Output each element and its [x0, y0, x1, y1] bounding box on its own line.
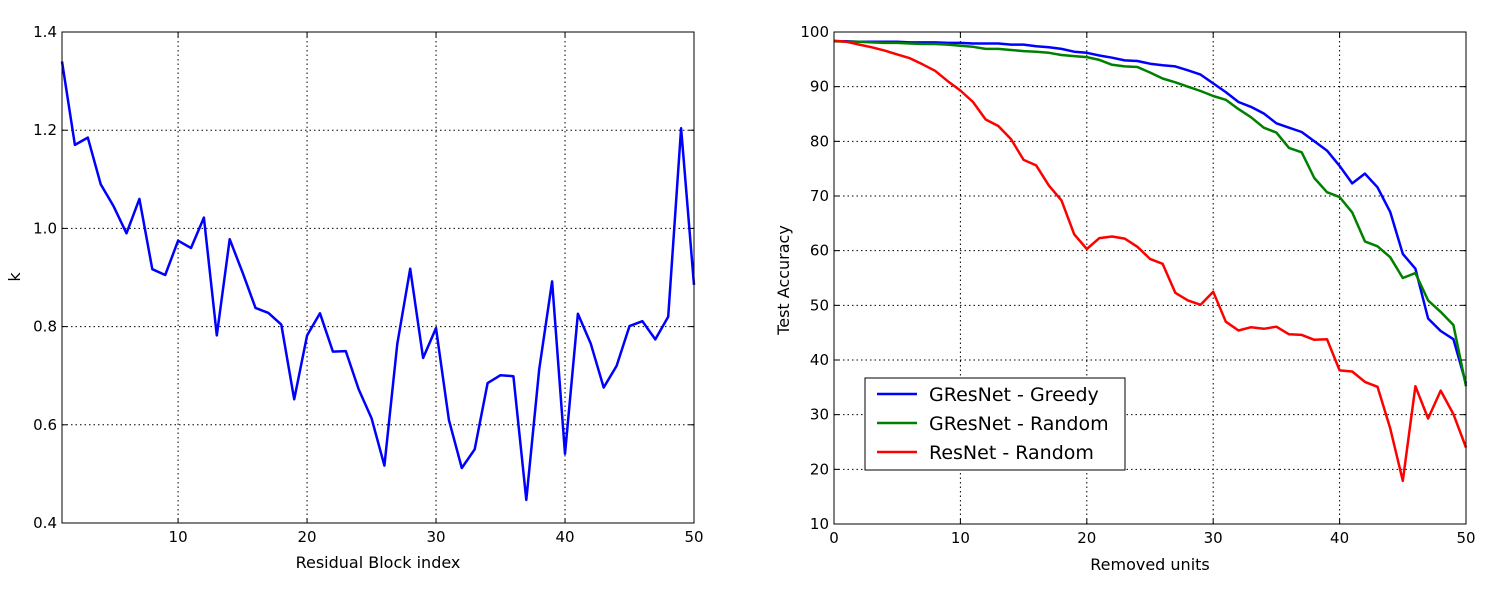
- series-line-0: [60, 61, 696, 502]
- grid: [834, 32, 1466, 524]
- x-tick-label: 10: [169, 528, 188, 546]
- legend-label-gresnet-random: GResNet - Random: [929, 413, 1109, 435]
- y-tick-label: 0.6: [33, 416, 57, 434]
- y-axis-label: Test Accuracy: [774, 225, 793, 336]
- tick-marks: [833, 31, 1467, 525]
- plot-frame: [61, 31, 695, 524]
- x-tick-label: 30: [426, 528, 445, 546]
- chart-k-by-block: 10 20 30 40 50 0.4 0.6 0.8 1.0 1.2 1.4 Residual Bl…: [5, 23, 704, 572]
- y-tick-label: 20: [810, 460, 829, 478]
- plot-frame: [833, 31, 1467, 525]
- tick-labels: 10 20 30 40 50 0.4 0.6 0.8 1.0 1.2 1.4: [33, 23, 703, 546]
- y-tick-label: 1.4: [33, 23, 57, 41]
- x-tick-label: 20: [1077, 529, 1096, 547]
- y-tick-label: 100: [800, 23, 829, 41]
- x-tick-label: 30: [1204, 529, 1223, 547]
- series-line-gresnet-greedy: [834, 40, 1468, 384]
- y-tick-label: 80: [810, 132, 829, 150]
- y-tick-label: 1.2: [33, 121, 57, 139]
- x-axis-label: Residual Block index: [296, 553, 461, 572]
- x-tick-label: 0: [829, 529, 839, 547]
- y-tick-label: 0.4: [33, 514, 57, 532]
- legend: GResNet - Greedy GResNet - Random ResNet…: [864, 377, 1126, 471]
- y-tick-label: 10: [810, 515, 829, 533]
- tick-marks: [62, 31, 695, 524]
- x-tick-label: 40: [555, 528, 574, 546]
- y-tick-label: 70: [810, 187, 829, 205]
- y-tick-label: 1.0: [33, 219, 57, 237]
- series-group: [60, 61, 696, 502]
- legend-label-resnet-random: ResNet - Random: [929, 442, 1094, 464]
- plot-area: [62, 32, 694, 523]
- y-tick-label: 40: [810, 351, 829, 369]
- x-tick-label: 50: [1456, 529, 1475, 547]
- y-tick-label: 60: [810, 242, 829, 260]
- x-tick-label: 40: [1330, 529, 1349, 547]
- y-axis-label: k: [5, 272, 24, 282]
- x-tick-label: 20: [298, 528, 317, 546]
- legend-label-greedy: GResNet - Greedy: [929, 384, 1099, 406]
- x-tick-label: 50: [684, 528, 703, 546]
- series-line-resnet-random: [833, 39, 1468, 483]
- y-tick-label: 30: [810, 406, 829, 424]
- y-tick-label: 0.8: [33, 318, 57, 336]
- x-axis-label: Removed units: [1090, 555, 1210, 574]
- series-group: [833, 39, 1468, 483]
- x-tick-label: 10: [951, 529, 970, 547]
- series-line-gresnet-random: [833, 40, 1468, 387]
- grid: [62, 32, 694, 523]
- y-tick-label: 50: [810, 296, 829, 314]
- y-tick-label: 90: [810, 78, 829, 96]
